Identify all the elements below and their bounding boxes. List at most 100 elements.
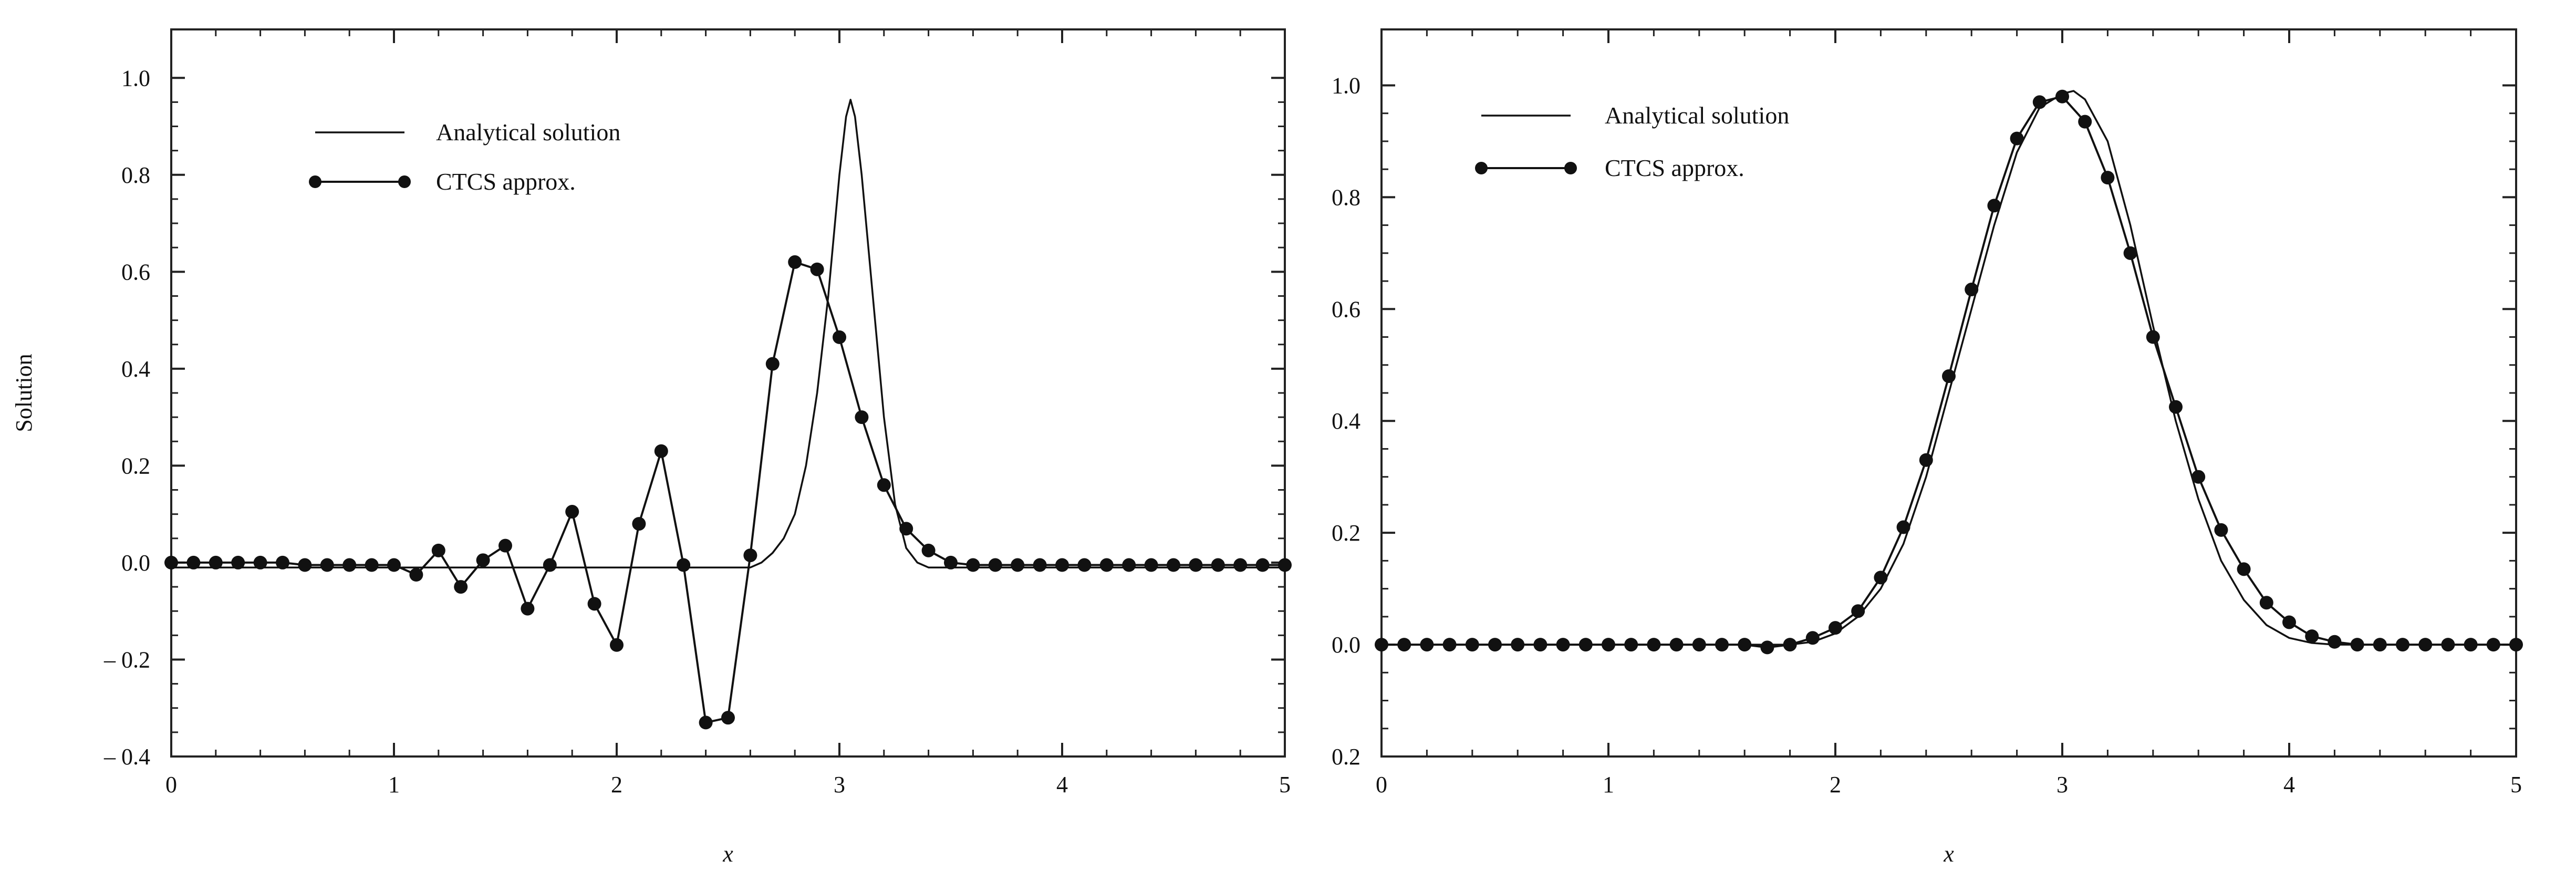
right-legend-ctcs-label: CTCS approx. xyxy=(1605,154,1744,181)
left-ctcs-point xyxy=(833,330,846,344)
left-ctcs-point xyxy=(409,568,423,582)
left-ctcs-point xyxy=(810,262,824,276)
right-ctcs-point xyxy=(1465,638,1479,652)
right-ctcs-point xyxy=(1738,638,1752,652)
right-ctcs-point xyxy=(1647,638,1661,652)
right-ctcs-point xyxy=(1896,520,1910,534)
left-y-tick-label: 0.8 xyxy=(121,162,150,188)
left-legend-analytical-label: Analytical solution xyxy=(436,119,620,146)
right-ctcs-point xyxy=(1805,631,1820,645)
left-y-axis-title: Solution xyxy=(11,354,37,432)
right-legend: Analytical solution CTCS approx. xyxy=(1475,102,1789,181)
left-ctcs-point xyxy=(855,410,869,424)
right-ctcs-point xyxy=(1442,638,1457,652)
left-ctcs-point xyxy=(988,558,1002,572)
right-x-tick-label: 5 xyxy=(2510,772,2522,797)
left-chart: 0 1 2 3 4 5 – 0.4 – 0.2 0.0 0.2 0.4 0.6 0.8 1.0 x Solut… xyxy=(11,28,1292,867)
right-ctcs-point xyxy=(2146,330,2160,344)
right-x-tick-label: 1 xyxy=(1603,772,1614,797)
right-ctcs-point xyxy=(1987,199,2001,213)
right-ctcs-point xyxy=(2350,638,2364,652)
right-legend-ctcs-marker xyxy=(1564,162,1577,174)
left-x-tick-label: 1 xyxy=(388,772,400,797)
left-plot-frame xyxy=(170,28,1286,758)
right-ctcs-point xyxy=(2464,638,2478,652)
right-ctcs-point xyxy=(2259,596,2273,610)
left-ctcs-point xyxy=(1211,558,1225,572)
right-ctcs-point xyxy=(1420,638,1434,652)
left-x-tick-label: 0 xyxy=(165,772,177,797)
right-ctcs-point xyxy=(2418,638,2433,652)
right-x-tick-label: 3 xyxy=(2056,772,2068,797)
right-ctcs-point xyxy=(1942,369,1956,384)
right-y-tick-label: 0.4 xyxy=(1332,408,1360,434)
left-ctcs-point xyxy=(454,580,468,594)
right-ctcs-point xyxy=(2328,635,2342,649)
right-x-tick-label: 2 xyxy=(1830,772,1841,797)
left-ctcs-point xyxy=(610,638,624,652)
right-ctcs-point xyxy=(1669,638,1684,652)
left-ctcs-point xyxy=(699,716,713,730)
left-ctcs-point xyxy=(543,558,557,572)
left-x-tick-label: 4 xyxy=(1056,772,1068,797)
left-ctcs-point xyxy=(1099,558,1114,572)
left-analytical-line xyxy=(171,99,1285,568)
right-y-tick-label: 0.2 xyxy=(1332,744,1360,770)
left-ctcs-point xyxy=(365,558,379,572)
left-ctcs-point xyxy=(1278,558,1292,572)
left-ctcs-point xyxy=(209,555,223,569)
left-ctcs-point xyxy=(186,555,201,569)
right-ctcs-point xyxy=(1965,283,1979,297)
right-y-tick-label: 0.2 xyxy=(1332,520,1360,546)
left-y-tick-label: 0.4 xyxy=(121,356,150,382)
right-ctcs-point xyxy=(2237,562,2251,576)
right-ctcs-point xyxy=(1692,638,1706,652)
right-x-axis-title: x xyxy=(1943,841,1954,867)
left-ctcs-point xyxy=(298,558,312,572)
left-ctcs-point xyxy=(1255,558,1270,572)
left-ctcs-point xyxy=(231,555,245,569)
right-ctcs-point xyxy=(1556,638,1570,652)
right-ctcs-point xyxy=(2123,246,2137,260)
left-x-tick-label: 2 xyxy=(611,772,622,797)
left-legend-ctcs-marker xyxy=(309,175,321,188)
left-x-tick-label: 3 xyxy=(834,772,845,797)
right-ctcs-point xyxy=(1578,638,1593,652)
left-ctcs-point xyxy=(1167,558,1180,572)
left-ctcs-line xyxy=(171,261,1285,724)
left-ctcs-point xyxy=(788,255,802,269)
left-ctcs-point xyxy=(1077,558,1092,572)
left-ctcs-point xyxy=(253,555,267,569)
right-y-tick-label: 0.6 xyxy=(1332,296,1360,322)
left-ctcs-point xyxy=(899,522,913,536)
right-y-tick-label: 1.0 xyxy=(1332,72,1360,98)
left-ctcs-point xyxy=(921,543,936,557)
left-y-tick-label: 0.2 xyxy=(121,453,150,479)
left-ctcs-point xyxy=(276,555,289,569)
left-ctcs-point xyxy=(476,553,490,567)
right-y-tick-label: 0.8 xyxy=(1332,184,1360,210)
right-x-tick-label: 4 xyxy=(2283,772,2295,797)
right-ctcs-point xyxy=(2305,629,2319,644)
right-ctcs-point xyxy=(2010,131,2024,146)
left-ctcs-point xyxy=(498,538,512,553)
right-ctcs-point xyxy=(1488,638,1502,652)
left-ctcs-point xyxy=(1011,558,1025,572)
right-ctcs-point xyxy=(1533,638,1547,652)
right-ctcs-point xyxy=(2509,638,2523,652)
right-ctcs-point xyxy=(2101,171,2115,185)
right-ctcs-point xyxy=(1829,621,1842,635)
left-ctcs-point xyxy=(944,555,958,569)
left-x-tick-label: 5 xyxy=(1279,772,1291,797)
left-ctcs-point xyxy=(587,597,601,611)
left-ctcs-point xyxy=(320,558,334,572)
right-ctcs-point xyxy=(1375,638,1388,652)
right-chart: 0 1 2 3 4 5 0.2 0.0 0.2 0.4 0.6 0.8 1.0 x Analytical s… xyxy=(1332,28,2523,867)
right-x-tick-label: 0 xyxy=(1376,772,1387,797)
right-ctcs-point xyxy=(1715,638,1729,652)
left-y-tick-label: – 0.4 xyxy=(103,744,150,770)
left-ctcs-point xyxy=(632,517,646,531)
right-ctcs-point xyxy=(2191,470,2206,484)
left-ctcs-point xyxy=(1189,558,1203,572)
